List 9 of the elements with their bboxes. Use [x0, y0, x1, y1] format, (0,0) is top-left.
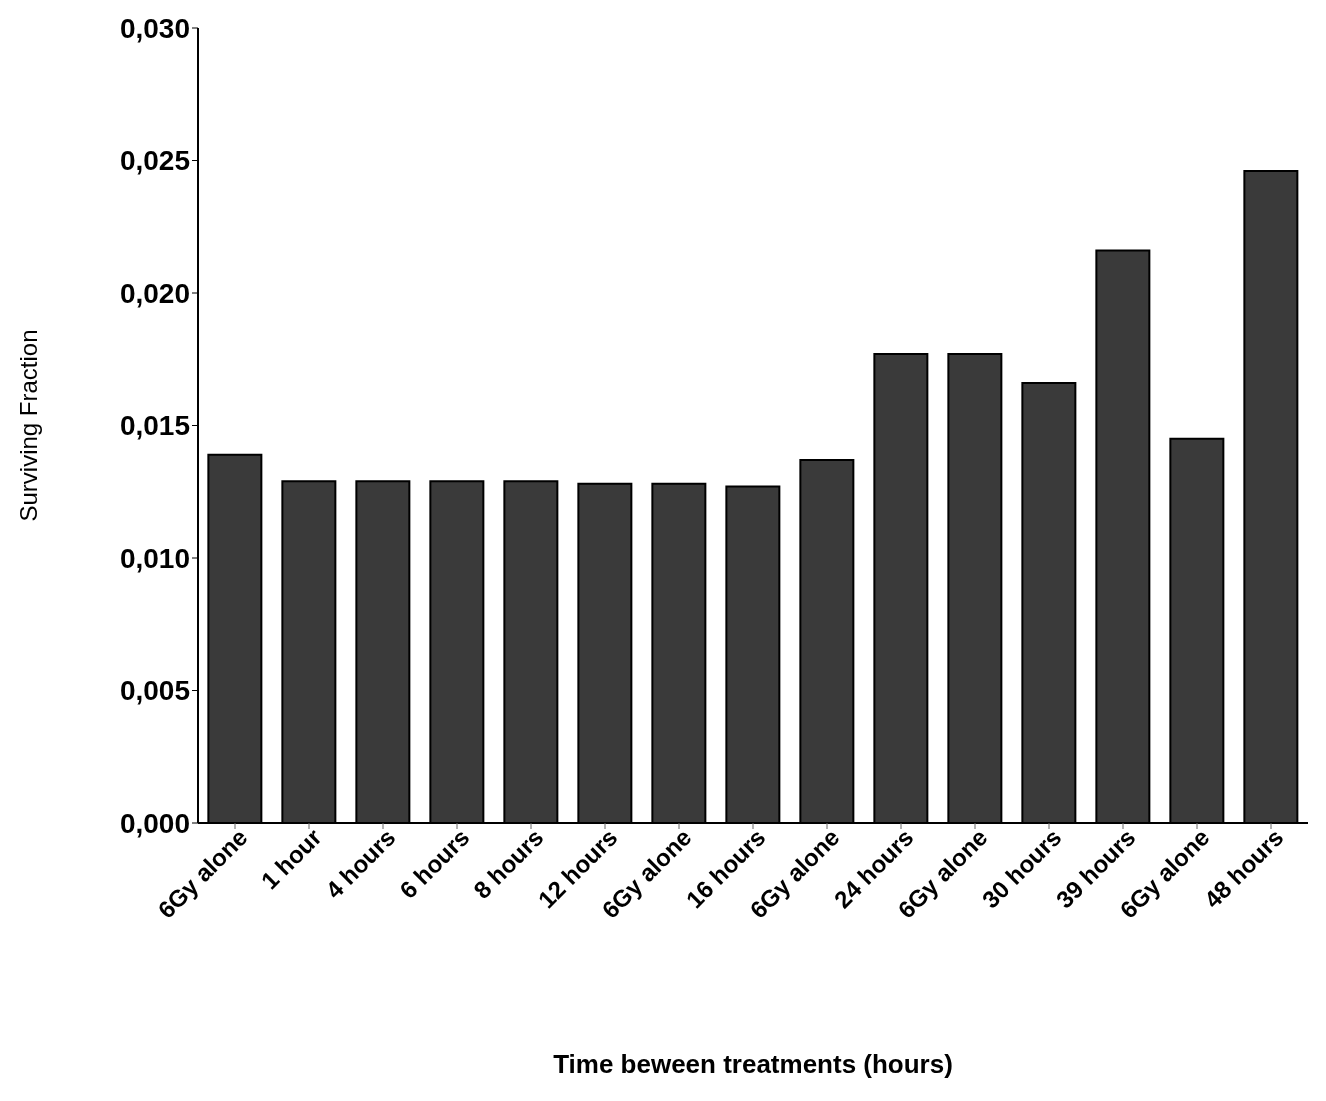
- y-tick-label: 0,010: [119, 542, 190, 574]
- y-tick-label: 0,005: [119, 675, 190, 707]
- y-tick-label: 0,015: [119, 410, 190, 442]
- y-tick-label: 0,000: [119, 807, 190, 839]
- x-axis-title: Time beween treatments (hours): [553, 1049, 953, 1079]
- y-tick-label: 0,030: [119, 12, 190, 44]
- y-axis-title: Surviving Fraction: [14, 329, 42, 522]
- y-tick-label: 0,020: [119, 277, 190, 309]
- y-tick-label: 0,025: [119, 145, 190, 177]
